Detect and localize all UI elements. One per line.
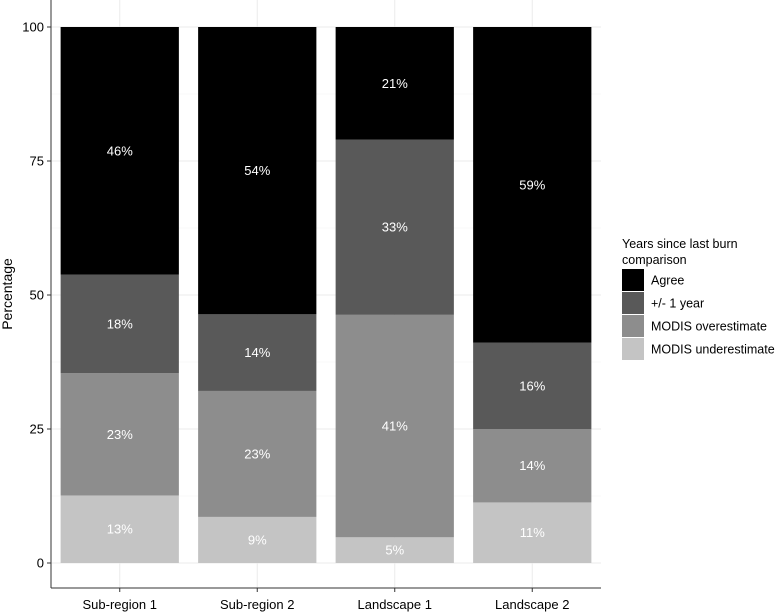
legend-title: comparison [622, 253, 687, 267]
bar-value-label: 21% [382, 76, 408, 91]
bar-segment [198, 27, 317, 315]
y-tick-label: 25 [30, 422, 44, 437]
y-tick-label: 75 [30, 154, 44, 169]
bar-segment [335, 139, 454, 315]
bar-segment [198, 314, 317, 391]
legend-label: +/- 1 year [651, 297, 704, 311]
bar-value-label: 14% [244, 345, 270, 360]
y-tick-label: 100 [22, 20, 44, 35]
bar-segment [335, 314, 454, 538]
x-tick-label: Sub-region 1 [83, 597, 157, 612]
x-tick-label: Sub-region 2 [220, 597, 294, 612]
legend-swatch [622, 338, 644, 360]
bar-value-label: 11% [520, 525, 545, 540]
bar-segment [198, 516, 317, 563]
x-tick-label: Landscape 1 [358, 597, 432, 612]
bar-value-label: 18% [107, 316, 133, 331]
bar-value-label: 14% [519, 458, 545, 473]
bar-segment [335, 537, 454, 563]
bar-value-label: 9% [248, 532, 267, 547]
legend-label: MODIS underestimate [651, 343, 775, 357]
legend-label: Agree [651, 274, 684, 288]
x-axis-ticks: Sub-region 1 Sub-region 2 Landscape 1 Lands… [83, 588, 569, 612]
bar-value-label: 23% [244, 446, 270, 461]
bar-segment [60, 274, 179, 374]
bar-segment [473, 27, 592, 343]
y-tick-label: 0 [37, 556, 44, 571]
bar-segment [60, 27, 179, 275]
legend-title: Years since last burn [622, 237, 738, 251]
bar-value-label: 33% [382, 220, 408, 235]
bar-value-label: 13% [107, 522, 133, 537]
bar-value-label: 5% [385, 543, 404, 558]
y-axis-ticks: 0 25 50 75 100 [22, 20, 51, 571]
bar-segment [60, 495, 179, 563]
y-axis-title: Percentage [0, 258, 15, 330]
legend-label: MODIS overestimate [651, 320, 767, 334]
bar-segment [473, 429, 592, 503]
bar-value-label: 23% [107, 427, 133, 442]
y-tick-label: 50 [30, 288, 44, 303]
legend-swatch [622, 292, 644, 314]
bar-labels: 13% 23% 18% 46% 9% 23% 14% 54% 5% 41% 33% 21% 11% 14%… [107, 76, 546, 558]
legend: Years since last burn comparison Agree +/- … [622, 237, 775, 360]
bar-segment [473, 502, 592, 563]
bar-value-label: 46% [107, 143, 133, 158]
bar-segment [60, 373, 179, 496]
bar-value-label: 41% [382, 419, 408, 434]
bar-value-label: 59% [519, 177, 545, 192]
bar-value-label: 16% [519, 378, 545, 393]
bars [60, 27, 592, 563]
bar-segment [198, 390, 317, 517]
legend-swatch [622, 269, 644, 291]
x-tick-label: Landscape 2 [495, 597, 569, 612]
bar-value-label: 54% [244, 163, 270, 178]
bar-segment [335, 27, 454, 140]
legend-swatch [622, 315, 644, 337]
bar-segment [473, 342, 592, 429]
